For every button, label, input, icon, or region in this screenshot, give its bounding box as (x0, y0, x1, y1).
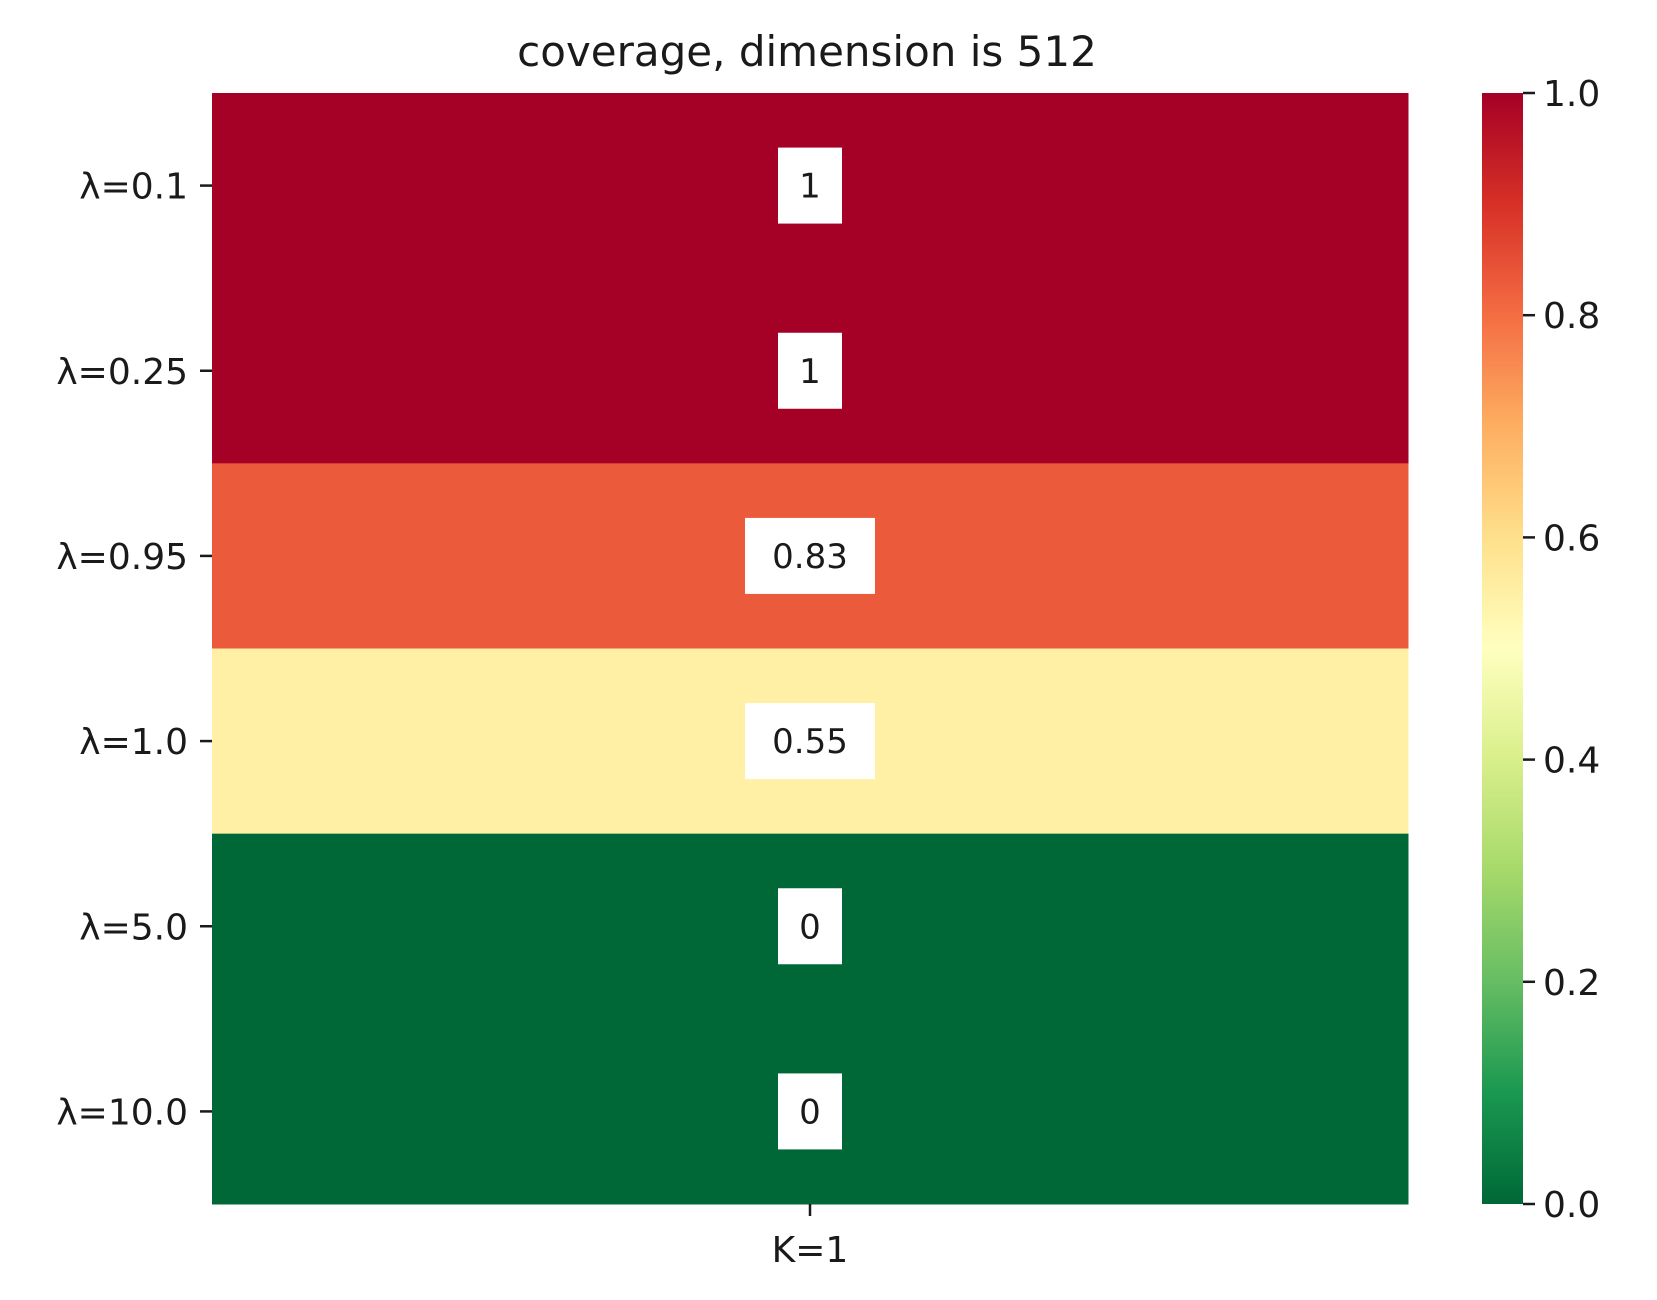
x-tick-label: K=1 (772, 1230, 849, 1271)
colorbar-tick-label: 0.6 (1543, 518, 1600, 559)
cell-annotations: 1 1 0.83 0.55 0 0 (745, 147, 875, 1150)
annotation-box (778, 1073, 842, 1150)
annotation-box (745, 703, 875, 780)
y-axis: λ=0.1 λ=0.25 λ=0.95 λ=1.0 λ=5.0 λ=10.0 (56, 167, 212, 1133)
colorbar-tick-label: 0.2 (1543, 963, 1600, 1004)
colorbar: 0.0 0.2 0.4 0.6 0.8 1.0 (1482, 74, 1600, 1226)
y-tick-label: λ=1.0 (79, 722, 188, 763)
cell-annotation: 0.55 (772, 722, 848, 762)
y-tick-label: λ=10.0 (56, 1092, 188, 1133)
cell-annotation: 1 (799, 352, 821, 392)
colorbar-tick-label: 0.0 (1543, 1185, 1600, 1226)
annotation-box (778, 332, 842, 409)
annotation-box (778, 888, 842, 965)
y-tick-label: λ=0.25 (56, 352, 188, 393)
y-tick-label: λ=0.95 (56, 537, 188, 578)
cell-annotation: 0 (799, 907, 821, 947)
cell-annotation: 0 (799, 1092, 821, 1132)
cell-annotation: 1 (799, 167, 821, 207)
y-tick-label: λ=5.0 (79, 907, 188, 948)
annotation-box (745, 517, 875, 594)
colorbar-tick-label: 1.0 (1543, 74, 1600, 115)
colorbar-tick-label: 0.4 (1543, 741, 1600, 782)
cell-annotation: 0.83 (772, 537, 848, 577)
chart-title: coverage, dimension is 512 (517, 27, 1097, 76)
colorbar-tick-label: 0.8 (1543, 296, 1600, 337)
annotation-box (778, 147, 842, 224)
colorbar-gradient (1482, 93, 1523, 1204)
heatmap-cells (212, 93, 1409, 1205)
x-axis: K=1 (772, 1204, 849, 1271)
y-tick-label: λ=0.1 (79, 167, 188, 208)
